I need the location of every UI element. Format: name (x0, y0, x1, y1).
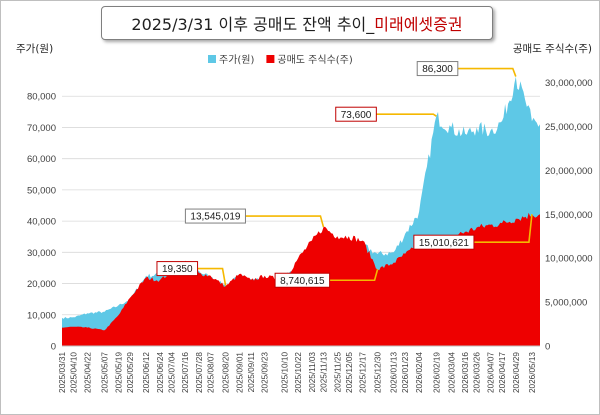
annotation-label: 15,010,621 (419, 238, 469, 249)
x-tick-label: 2025/08/20 (222, 352, 231, 393)
x-tick-label: 2025/08/07 (207, 352, 216, 393)
x-tick-label: 2025/12/17 (359, 352, 368, 393)
annotation-callout: 19,350 (156, 261, 227, 286)
axes: 0 10,000 20,000 30,000 40,000 50,000 60,000 70,… (16, 43, 593, 393)
annotation-leader-line (473, 214, 533, 243)
left-tick-label: 20,000 (27, 279, 56, 290)
right-tick-label: 0 (545, 342, 550, 353)
annotation-callout: 86,300 (416, 61, 517, 77)
annotation-label: 86,300 (422, 64, 453, 75)
x-tick-label: 2026/04/29 (512, 352, 521, 393)
annotation-callout: 15,010,621 (413, 214, 533, 250)
annotation-label: 13,545,019 (190, 212, 240, 223)
x-tick-label: 2026/03/26 (473, 352, 482, 393)
left-tick-label: 40,000 (27, 217, 56, 228)
x-tick-label: 2025/07/16 (181, 352, 190, 393)
x-tick-label: 2025/11/25 (333, 352, 342, 393)
annotation-callout: 73,600 (335, 106, 437, 122)
right-tick-label: 15,000,000 (545, 210, 593, 221)
annotations: 86,300 73,600 13,545,019 19,350 8,740,615 15,… (156, 61, 533, 288)
right-axis-title: 공매도 주식수(주) (513, 43, 592, 55)
x-tick-label: 2025/10/10 (280, 352, 289, 393)
annotation-box (335, 106, 377, 122)
left-tick-label: 60,000 (27, 154, 56, 165)
x-tick-label: 2025/09/01 (235, 352, 244, 393)
x-tick-label: 2026/04/07 (486, 352, 495, 393)
annotation-leader-line (329, 269, 379, 282)
annotation-label: 19,350 (162, 264, 193, 275)
x-tick-label: 2025/03/31 (58, 352, 67, 393)
x-tick-label: 2025/09/11 (247, 352, 256, 393)
annotation-leader-line (376, 113, 437, 117)
x-tick-label: 2026/01/23 (401, 352, 410, 393)
right-tick-label: 10,000,000 (545, 254, 593, 265)
chart-title: 2025/3/31 이후 공매도 잔액 추이_ 미래에셋증권 (101, 6, 493, 40)
x-tick-label: 2025/11/03 (308, 352, 317, 393)
x-tick-label: 2026/01/13 (390, 352, 399, 393)
legend-swatch (266, 55, 275, 63)
right-tick-label: 30,000,000 (545, 78, 593, 89)
annotation-box (413, 234, 475, 250)
annotation-leader-line (197, 267, 227, 286)
right-tick-label: 5,000,000 (545, 298, 587, 309)
left-tick-label: 0 (51, 342, 56, 353)
annotation-box (416, 61, 459, 77)
annotation-label: 8,740,615 (280, 276, 325, 287)
right-tick-label: 20,000,000 (545, 166, 593, 177)
annotation-box (156, 261, 199, 277)
annotation-callout: 13,545,019 (184, 208, 325, 228)
annotation-box (184, 208, 246, 224)
x-tick-label: 2026/05/13 (528, 352, 537, 393)
x-tick-label: 2026/02/04 (415, 352, 424, 393)
annotation-label: 73,600 (341, 110, 372, 121)
x-tick-label: 2025/05/29 (126, 352, 135, 393)
legend-swatch (208, 55, 216, 63)
x-tick-label: 2025/10/22 (294, 352, 303, 393)
annotation-leader-line (457, 67, 517, 77)
x-tick-label: 2025/05/19 (114, 352, 123, 393)
left-tick-label: 50,000 (27, 185, 56, 196)
annotation-callout: 8,740,615 (274, 269, 379, 288)
x-tick-label: 2025/04/22 (83, 352, 92, 393)
left-tick-label: 70,000 (27, 123, 56, 134)
x-tick-label: 2026/04/17 (498, 352, 507, 393)
annotation-leader-line (245, 215, 325, 228)
x-tick-label: 2025/07/04 (167, 352, 176, 393)
x-tick-label: 2026/02/19 (432, 352, 441, 393)
x-tick-label: 2025/06/24 (156, 352, 165, 393)
legend-label: 주가(원) (219, 54, 255, 66)
x-tick-label: 2025/07/28 (195, 352, 204, 393)
left-axis-title: 주가(원) (16, 43, 53, 55)
chart-title-accent: 미래에셋증권 (374, 15, 463, 34)
x-tick-label: 2026/03/04 (447, 352, 456, 393)
left-tick-label: 10,000 (27, 310, 56, 321)
x-tick-label: 2025/05/07 (101, 352, 110, 393)
left-tick-label: 80,000 (27, 92, 56, 103)
x-tick-label: 2025/12/30 (374, 352, 383, 393)
x-tick-label: 2025/11/13 (319, 352, 328, 393)
right-tick-label: 25,000,000 (545, 122, 593, 133)
legend-label: 공매도 주식수(주) (277, 54, 352, 66)
chart-title-main: 2025/3/31 이후 공매도 잔액 추이_ (131, 15, 375, 34)
x-tick-label: 2025/09/23 (261, 352, 270, 393)
series-areas (62, 76, 540, 346)
x-tick-label: 2026/03/16 (461, 352, 470, 393)
x-tick-label: 2025/12/05 (345, 352, 354, 393)
annotation-box (274, 272, 331, 288)
left-tick-label: 30,000 (27, 248, 56, 259)
legend: 주가(원) 공매도 주식수(주) (208, 54, 353, 66)
x-tick-label: 2025/04/10 (70, 352, 79, 393)
x-tick-label: 2025/06/12 (142, 352, 151, 393)
